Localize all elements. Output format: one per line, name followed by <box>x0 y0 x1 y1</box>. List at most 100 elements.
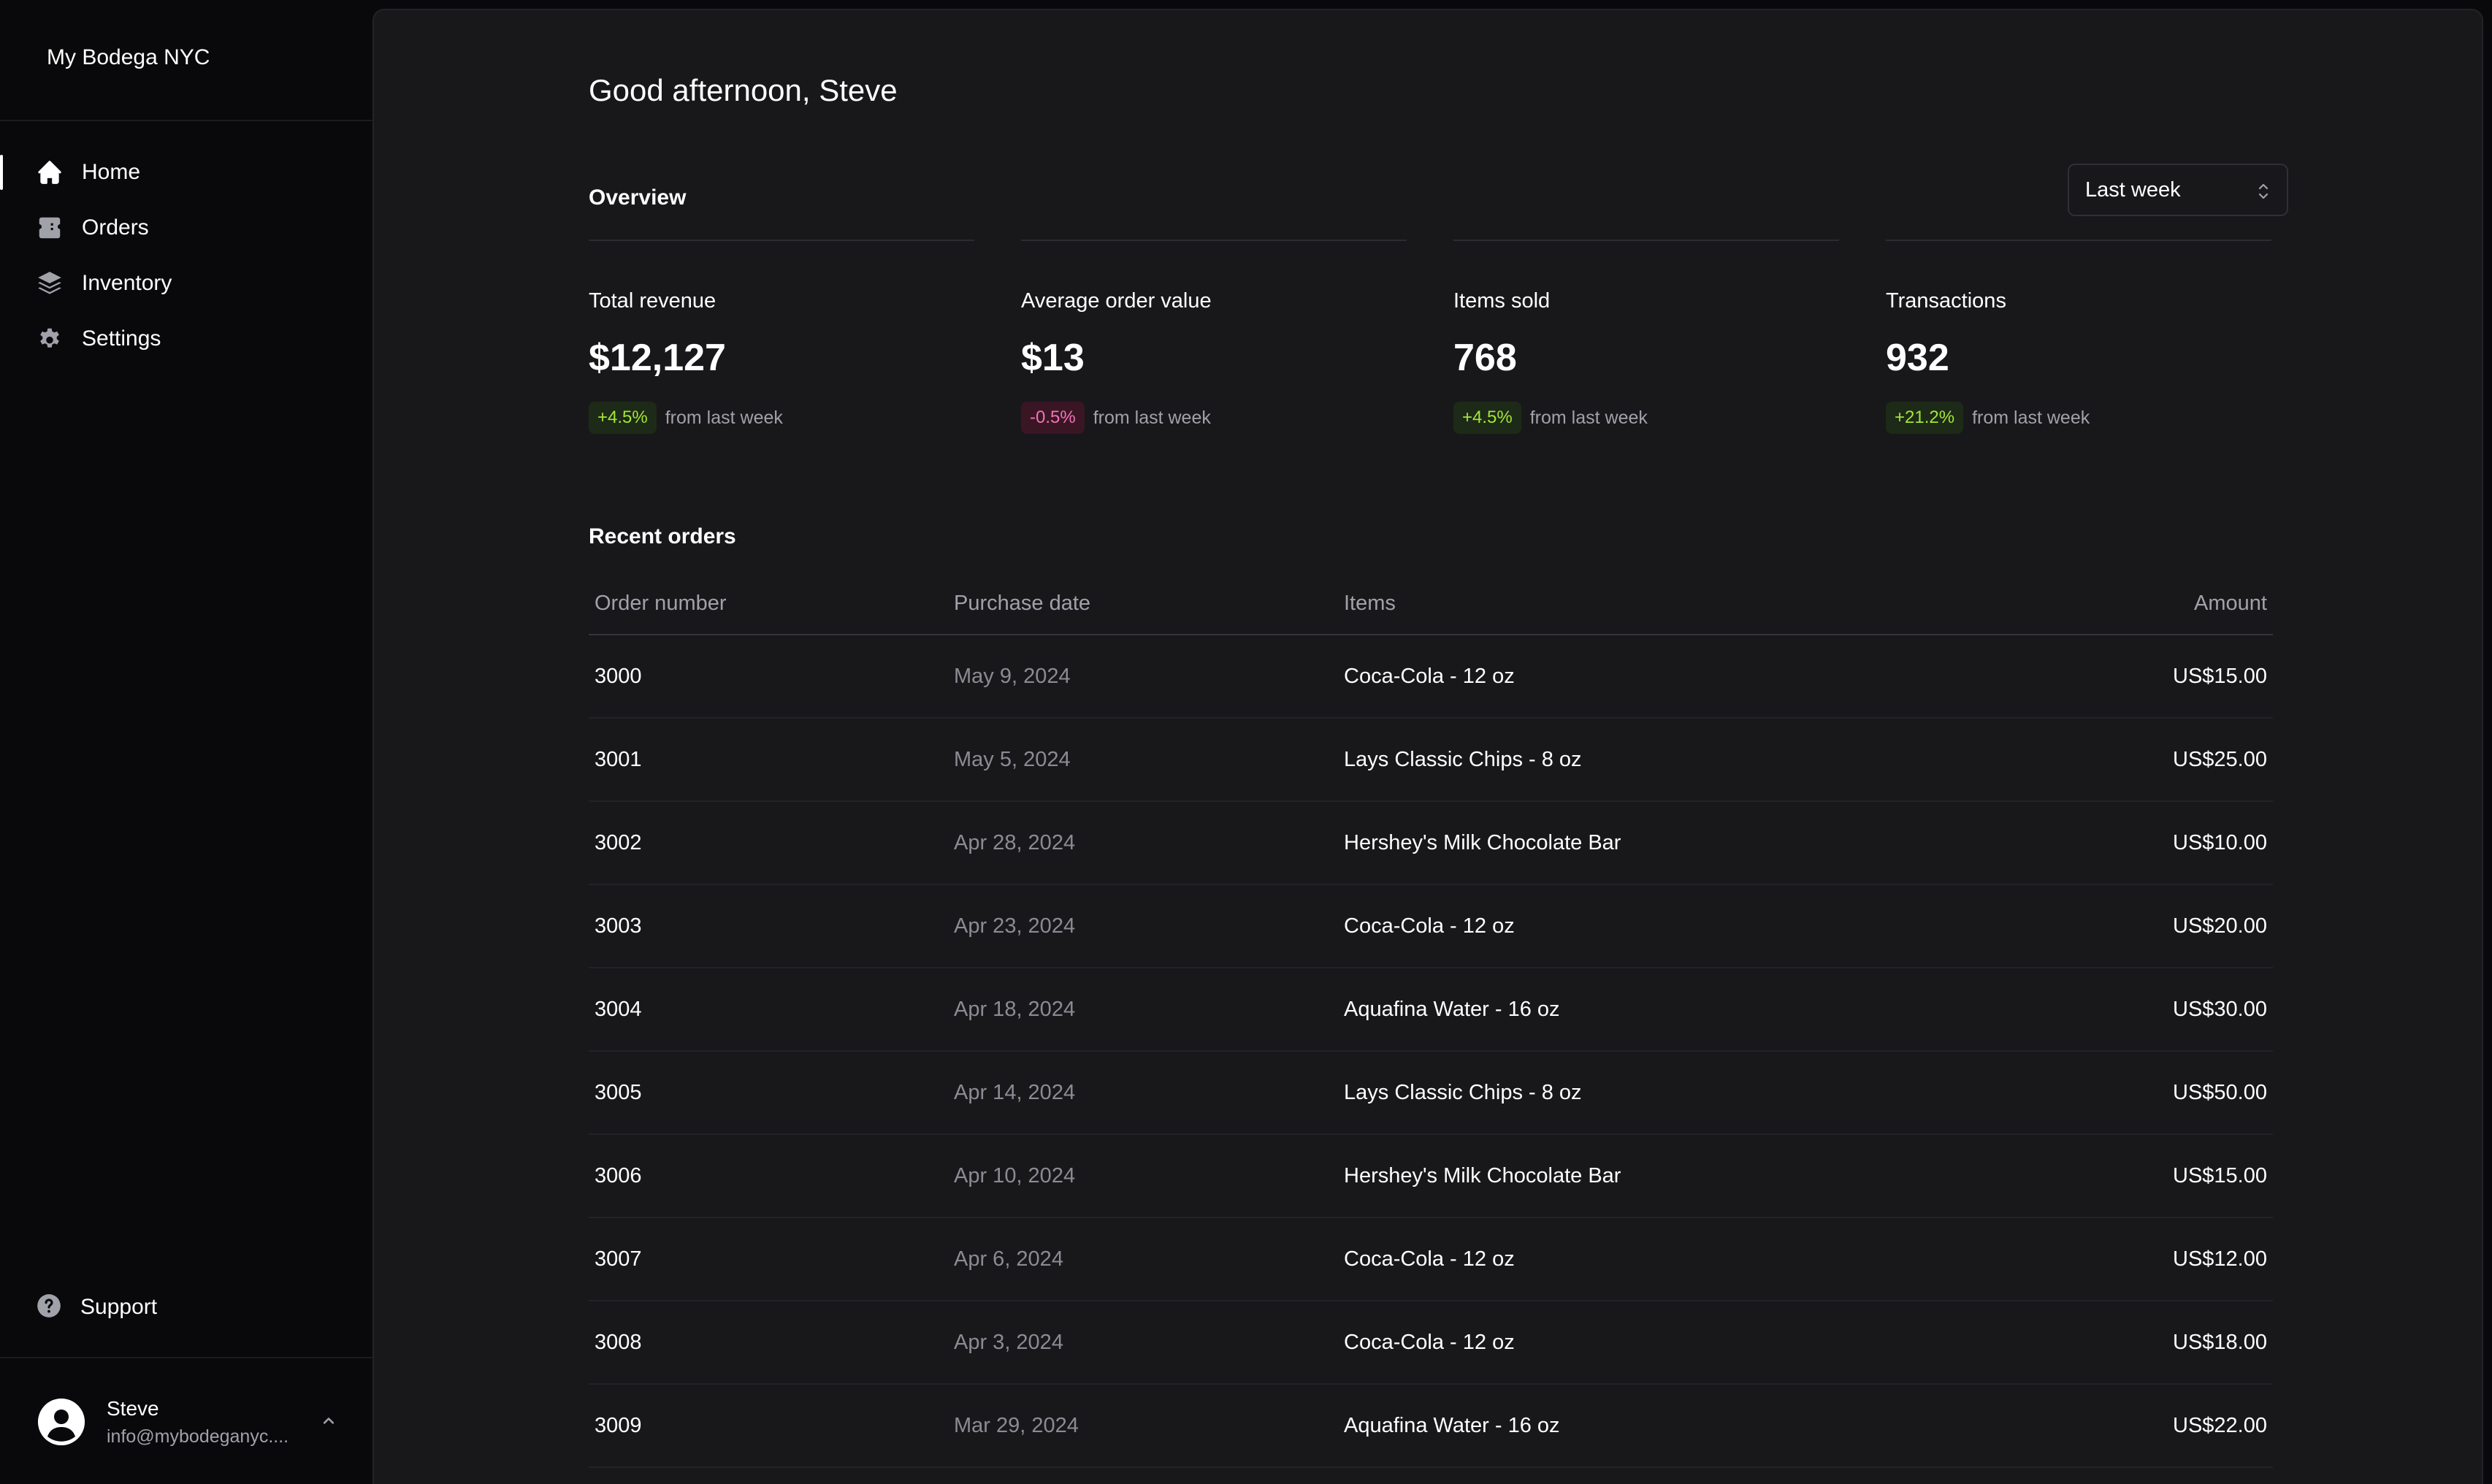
items-cell: Coca-Cola - 12 oz <box>1344 1247 1515 1271</box>
column-header-purchase-date: Purchase date <box>954 591 1091 615</box>
order-number-cell: 3007 <box>595 1247 642 1271</box>
order-number-cell: 3000 <box>595 664 642 688</box>
stat-label: Items sold <box>1453 289 1551 313</box>
items-cell: Lays Classic Chips - 8 oz <box>1344 1080 1582 1104</box>
sidebar-item-label: Orders <box>82 215 149 240</box>
user-icon <box>38 1399 85 1445</box>
purchase-date-cell: Apr 23, 2024 <box>954 914 1076 938</box>
layers-icon <box>35 269 64 298</box>
purchase-date-cell: May 9, 2024 <box>954 664 1071 688</box>
order-number-cell: 3005 <box>595 1080 642 1104</box>
amount-cell: US$10.00 <box>2173 830 2267 854</box>
support-label: Support <box>80 1295 158 1319</box>
stat-value: 768 <box>1453 337 1517 379</box>
items-cell: Hershey's Milk Chocolate Bar <box>1344 1163 1621 1187</box>
table-body: 3000 May 9, 2024 Coca-Cola - 12 oz US$15.00… <box>589 635 2273 1468</box>
items-cell: Coca-Cola - 12 oz <box>1344 914 1515 938</box>
amount-cell: US$50.00 <box>2173 1080 2267 1104</box>
change-note: from last week <box>1093 407 1211 428</box>
gear-icon <box>35 324 64 353</box>
amount-cell: US$15.00 <box>2173 1163 2267 1187</box>
stat-delta: +4.5% from last week <box>1453 402 1648 434</box>
table-row[interactable]: 3007 Apr 6, 2024 Coca-Cola - 12 oz US$12.00 <box>589 1218 2273 1301</box>
table-row[interactable]: 3009 Mar 29, 2024 Aquafina Water - 16 oz US… <box>589 1385 2273 1468</box>
change-badge: +21.2% <box>1886 402 1964 434</box>
stat-divider <box>1886 240 2271 241</box>
stat-delta: +21.2% from last week <box>1886 402 2090 434</box>
orders-table: Order number Purchase date Items Amount … <box>589 573 2273 1468</box>
change-badge: -0.5% <box>1021 402 1085 434</box>
stat-total-revenue: Total revenue $12,127 +4.5% from last we… <box>589 240 974 444</box>
amount-cell: US$20.00 <box>2173 914 2267 938</box>
period-select[interactable]: Last week <box>2068 164 2288 216</box>
purchase-date-cell: Apr 6, 2024 <box>954 1247 1063 1271</box>
amount-cell: US$12.00 <box>2173 1247 2267 1271</box>
order-number-cell: 3001 <box>595 747 642 771</box>
recent-orders-heading: Recent orders <box>589 524 736 548</box>
stat-value: $13 <box>1021 337 1085 379</box>
order-number-cell: 3006 <box>595 1163 642 1187</box>
table-row[interactable]: 3003 Apr 23, 2024 Coca-Cola - 12 oz US$20.0… <box>589 885 2273 968</box>
purchase-date-cell: Apr 10, 2024 <box>954 1163 1076 1187</box>
sidebar-item-home[interactable]: Home <box>0 145 372 200</box>
stat-divider <box>589 240 974 241</box>
chevron-up-icon <box>323 1418 335 1424</box>
table-row[interactable]: 3004 Apr 18, 2024 Aquafina Water - 16 oz US… <box>589 968 2273 1052</box>
items-cell: Coca-Cola - 12 oz <box>1344 664 1515 688</box>
ticket-icon <box>35 213 64 242</box>
table-row[interactable]: 3008 Apr 3, 2024 Coca-Cola - 12 oz US$18.00 <box>589 1301 2273 1385</box>
purchase-date-cell: Apr 28, 2024 <box>954 830 1076 854</box>
items-cell: Lays Classic Chips - 8 oz <box>1344 747 1582 771</box>
table-row[interactable]: 3006 Apr 10, 2024 Hershey's Milk Chocolate… <box>589 1135 2273 1218</box>
home-icon <box>35 158 64 187</box>
user-menu[interactable]: Steve info@mybodeganyc.... <box>0 1360 372 1484</box>
items-cell: Hershey's Milk Chocolate Bar <box>1344 830 1621 854</box>
order-number-cell: 3004 <box>595 997 642 1021</box>
items-cell: Aquafina Water - 16 oz <box>1344 1413 1560 1437</box>
order-number-cell: 3008 <box>595 1330 642 1354</box>
period-select-value: Last week <box>2085 177 2181 202</box>
change-note: from last week <box>665 407 783 428</box>
sidebar-item-settings[interactable]: Settings <box>0 311 372 367</box>
stat-value: 932 <box>1886 337 1949 379</box>
amount-cell: US$22.00 <box>2173 1413 2267 1437</box>
sidebar-divider <box>0 120 372 121</box>
table-row[interactable]: 3005 Apr 14, 2024 Lays Classic Chips - 8 o… <box>589 1052 2273 1135</box>
sidebar-item-label: Inventory <box>82 271 172 295</box>
amount-cell: US$25.00 <box>2173 747 2267 771</box>
purchase-date-cell: Apr 18, 2024 <box>954 997 1076 1021</box>
table-row[interactable]: 3000 May 9, 2024 Coca-Cola - 12 oz US$15.00 <box>589 635 2273 719</box>
order-number-cell: 3003 <box>595 914 642 938</box>
column-header-items: Items <box>1344 591 1396 615</box>
order-number-cell: 3009 <box>595 1413 642 1437</box>
stat-divider <box>1453 240 1839 241</box>
table-row[interactable]: 3001 May 5, 2024 Lays Classic Chips - 8 oz… <box>589 719 2273 802</box>
sidebar-item-inventory[interactable]: Inventory <box>0 256 372 311</box>
column-header-order-number: Order number <box>595 591 727 615</box>
stat-delta: +4.5% from last week <box>589 402 783 434</box>
items-cell: Aquafina Water - 16 oz <box>1344 997 1560 1021</box>
user-email: info@mybodeganyc.... <box>107 1426 289 1447</box>
purchase-date-cell: Apr 3, 2024 <box>954 1330 1063 1354</box>
sidebar: My Bodega NYC Home Orders Inventory <box>0 0 372 1484</box>
sidebar-item-orders[interactable]: Orders <box>0 200 372 256</box>
change-badge: +4.5% <box>589 402 657 434</box>
brand-name[interactable]: My Bodega NYC <box>47 45 210 69</box>
stat-value: $12,127 <box>589 337 726 379</box>
main-panel: Good afternoon, Steve Overview Last week… <box>372 9 2483 1484</box>
support-link[interactable]: Support <box>0 1280 372 1335</box>
sidebar-item-label: Settings <box>82 326 161 351</box>
stat-average-order-value: Average order value $13 -0.5% from last … <box>1021 240 1407 444</box>
stat-items-sold: Items sold 768 +4.5% from last week <box>1453 240 1839 444</box>
amount-cell: US$18.00 <box>2173 1330 2267 1354</box>
change-badge: +4.5% <box>1453 402 1521 434</box>
sidebar-item-label: Home <box>82 160 141 184</box>
stat-label: Average order value <box>1021 289 1212 313</box>
page-title: Good afternoon, Steve <box>589 73 898 107</box>
table-row[interactable]: 3002 Apr 28, 2024 Hershey's Milk Chocolate… <box>589 802 2273 885</box>
purchase-date-cell: May 5, 2024 <box>954 747 1071 771</box>
stat-delta: -0.5% from last week <box>1021 402 1211 434</box>
purchase-date-cell: Apr 14, 2024 <box>954 1080 1076 1104</box>
stat-divider <box>1021 240 1407 241</box>
